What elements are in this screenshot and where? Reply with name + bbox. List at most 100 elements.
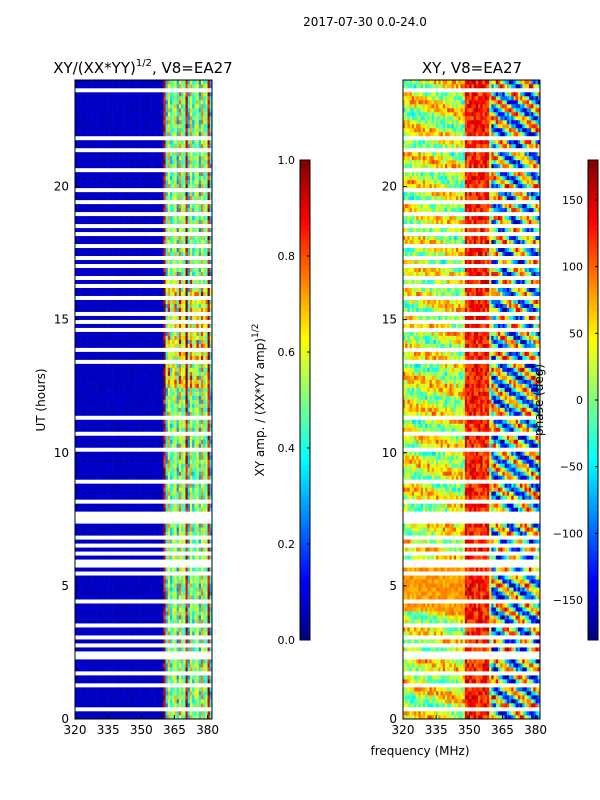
heatmap-cell bbox=[110, 703, 113, 708]
heatmap-cell bbox=[83, 291, 87, 296]
heatmap-cell bbox=[88, 507, 91, 512]
heatmap-cell bbox=[134, 607, 138, 612]
heatmap-cell bbox=[101, 439, 105, 444]
heatmap-cell bbox=[88, 427, 91, 432]
heatmap-cell bbox=[198, 591, 202, 596]
heatmap-cell bbox=[105, 303, 109, 308]
heatmap-cell bbox=[136, 687, 140, 692]
heatmap-cell bbox=[114, 343, 118, 348]
heatmap-cell bbox=[128, 595, 131, 600]
heatmap-cell bbox=[147, 647, 151, 652]
heatmap-cell bbox=[189, 711, 193, 716]
heatmap-cell bbox=[205, 603, 208, 608]
heatmap-cell bbox=[178, 291, 182, 296]
heatmap-cell bbox=[108, 675, 111, 680]
heatmap-cell bbox=[178, 647, 182, 652]
heatmap-cell bbox=[101, 575, 105, 580]
heatmap-cell bbox=[181, 603, 184, 608]
heatmap-cell bbox=[185, 627, 188, 632]
heatmap-cell bbox=[101, 351, 105, 356]
heatmap-cell bbox=[125, 619, 129, 624]
heatmap-cell bbox=[163, 419, 166, 424]
heatmap-cell bbox=[170, 315, 173, 320]
heatmap-cell bbox=[176, 467, 180, 472]
heatmap-cell bbox=[128, 531, 131, 536]
heatmap-cell bbox=[205, 411, 208, 416]
heatmap-cell bbox=[130, 435, 133, 440]
heatmap-cell bbox=[81, 695, 85, 700]
heatmap-cell bbox=[203, 387, 206, 392]
heatmap-cell bbox=[121, 467, 124, 472]
heatmap-cell bbox=[181, 303, 184, 308]
heatmap-cell bbox=[105, 547, 109, 552]
heatmap-cell bbox=[105, 391, 109, 396]
heatmap-cell bbox=[154, 427, 158, 432]
heatmap-cell bbox=[147, 639, 151, 644]
heatmap-cell bbox=[178, 371, 182, 376]
heatmap-cell bbox=[130, 627, 133, 632]
heatmap-cell bbox=[86, 531, 89, 536]
heatmap-cell bbox=[79, 371, 82, 376]
heatmap-cell bbox=[209, 343, 213, 348]
heatmap-cell bbox=[88, 315, 91, 320]
heatmap-cell bbox=[103, 587, 107, 592]
heatmap-cell bbox=[101, 615, 105, 620]
heatmap-cell bbox=[75, 459, 78, 464]
heatmap-cell bbox=[108, 411, 111, 416]
heatmap-cell bbox=[94, 639, 98, 644]
heatmap-cell bbox=[105, 443, 109, 448]
heatmap-cell bbox=[145, 483, 149, 488]
heatmap-cell bbox=[105, 567, 109, 572]
heatmap-cell bbox=[165, 355, 169, 360]
heatmap-cell bbox=[207, 383, 211, 388]
heatmap-cell bbox=[156, 527, 160, 532]
heatmap-cell bbox=[132, 399, 135, 404]
heatmap-cell bbox=[207, 299, 211, 304]
heatmap-cell bbox=[165, 675, 169, 680]
heatmap-cell bbox=[141, 587, 144, 592]
heatmap-cell bbox=[165, 495, 169, 500]
heatmap-cell bbox=[125, 507, 129, 512]
heatmap-cell bbox=[187, 315, 191, 320]
heatmap-cell bbox=[101, 611, 105, 616]
heatmap-cell bbox=[101, 355, 105, 360]
heatmap-cell bbox=[105, 351, 109, 356]
heatmap-cell bbox=[77, 455, 80, 460]
heatmap-cell bbox=[105, 395, 109, 400]
heatmap-cell bbox=[170, 471, 173, 476]
heatmap-cell bbox=[178, 579, 182, 584]
heatmap-cell bbox=[192, 435, 195, 440]
heatmap-cell bbox=[132, 583, 135, 588]
heatmap-cell bbox=[154, 435, 158, 440]
heatmap-cell bbox=[119, 371, 122, 376]
heatmap-cell bbox=[158, 699, 162, 704]
heatmap-cell bbox=[99, 411, 102, 416]
heatmap-cell bbox=[132, 675, 135, 680]
heatmap-cell bbox=[79, 531, 82, 536]
heatmap-cell bbox=[196, 363, 200, 368]
heatmap-cell bbox=[97, 315, 100, 320]
heatmap-cell bbox=[203, 403, 206, 408]
heatmap-cell bbox=[97, 459, 100, 464]
heatmap-cell bbox=[152, 659, 155, 664]
heatmap-cell bbox=[139, 291, 142, 296]
heatmap-cell bbox=[172, 471, 175, 476]
heatmap-cell bbox=[81, 471, 85, 476]
heatmap-cell bbox=[77, 579, 80, 584]
heatmap-cell bbox=[97, 391, 100, 396]
heatmap-cell bbox=[88, 503, 91, 508]
heatmap-cell bbox=[174, 695, 177, 700]
heatmap-cell bbox=[161, 375, 164, 380]
heatmap-cell bbox=[143, 659, 147, 664]
heatmap-cell bbox=[194, 567, 197, 572]
heatmap-cell bbox=[156, 343, 160, 348]
heatmap-cell bbox=[99, 531, 102, 536]
heatmap-cell bbox=[152, 615, 155, 620]
heatmap-cell bbox=[94, 619, 98, 624]
heatmap-cell bbox=[134, 375, 138, 380]
heatmap-cell bbox=[112, 639, 116, 644]
heatmap-cell bbox=[207, 495, 211, 500]
heatmap-cell bbox=[163, 679, 166, 684]
heatmap-row bbox=[75, 427, 213, 432]
heatmap-cell bbox=[170, 627, 173, 632]
